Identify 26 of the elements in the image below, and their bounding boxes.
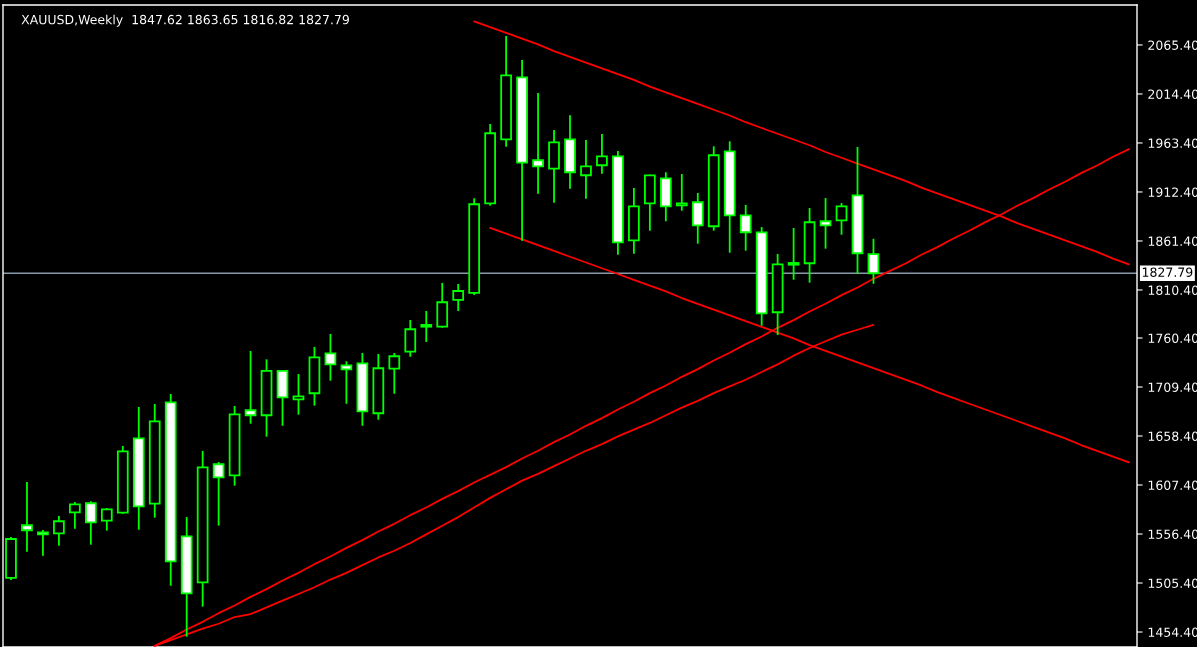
candlestick	[452, 283, 465, 312]
candlestick	[244, 350, 257, 425]
candlestick	[388, 352, 401, 395]
candlestick	[212, 461, 225, 527]
candlestick	[53, 515, 65, 547]
candlestick	[84, 500, 97, 546]
ref-line-label: 1827.79	[1142, 267, 1193, 277]
candlestick	[420, 310, 433, 343]
candlestick	[787, 227, 800, 281]
candlestick	[835, 202, 848, 236]
candlestick	[691, 192, 704, 245]
candlestick	[532, 92, 544, 195]
candlestick	[596, 133, 608, 175]
candlestick	[69, 501, 81, 530]
candlestick	[739, 204, 752, 252]
candlestick	[675, 173, 688, 212]
candlestick	[37, 529, 49, 557]
candlestick	[292, 373, 305, 416]
candlestick	[340, 360, 353, 405]
candlestick	[324, 333, 337, 382]
candlestick	[819, 197, 832, 250]
candlestick	[580, 139, 592, 200]
text: XAUUSD,Weekly 1847.62 1863.65 1816.82 1827.79	[21, 14, 349, 27]
candlestick	[21, 481, 33, 553]
candlestick	[867, 237, 880, 285]
candlestick	[404, 319, 417, 358]
